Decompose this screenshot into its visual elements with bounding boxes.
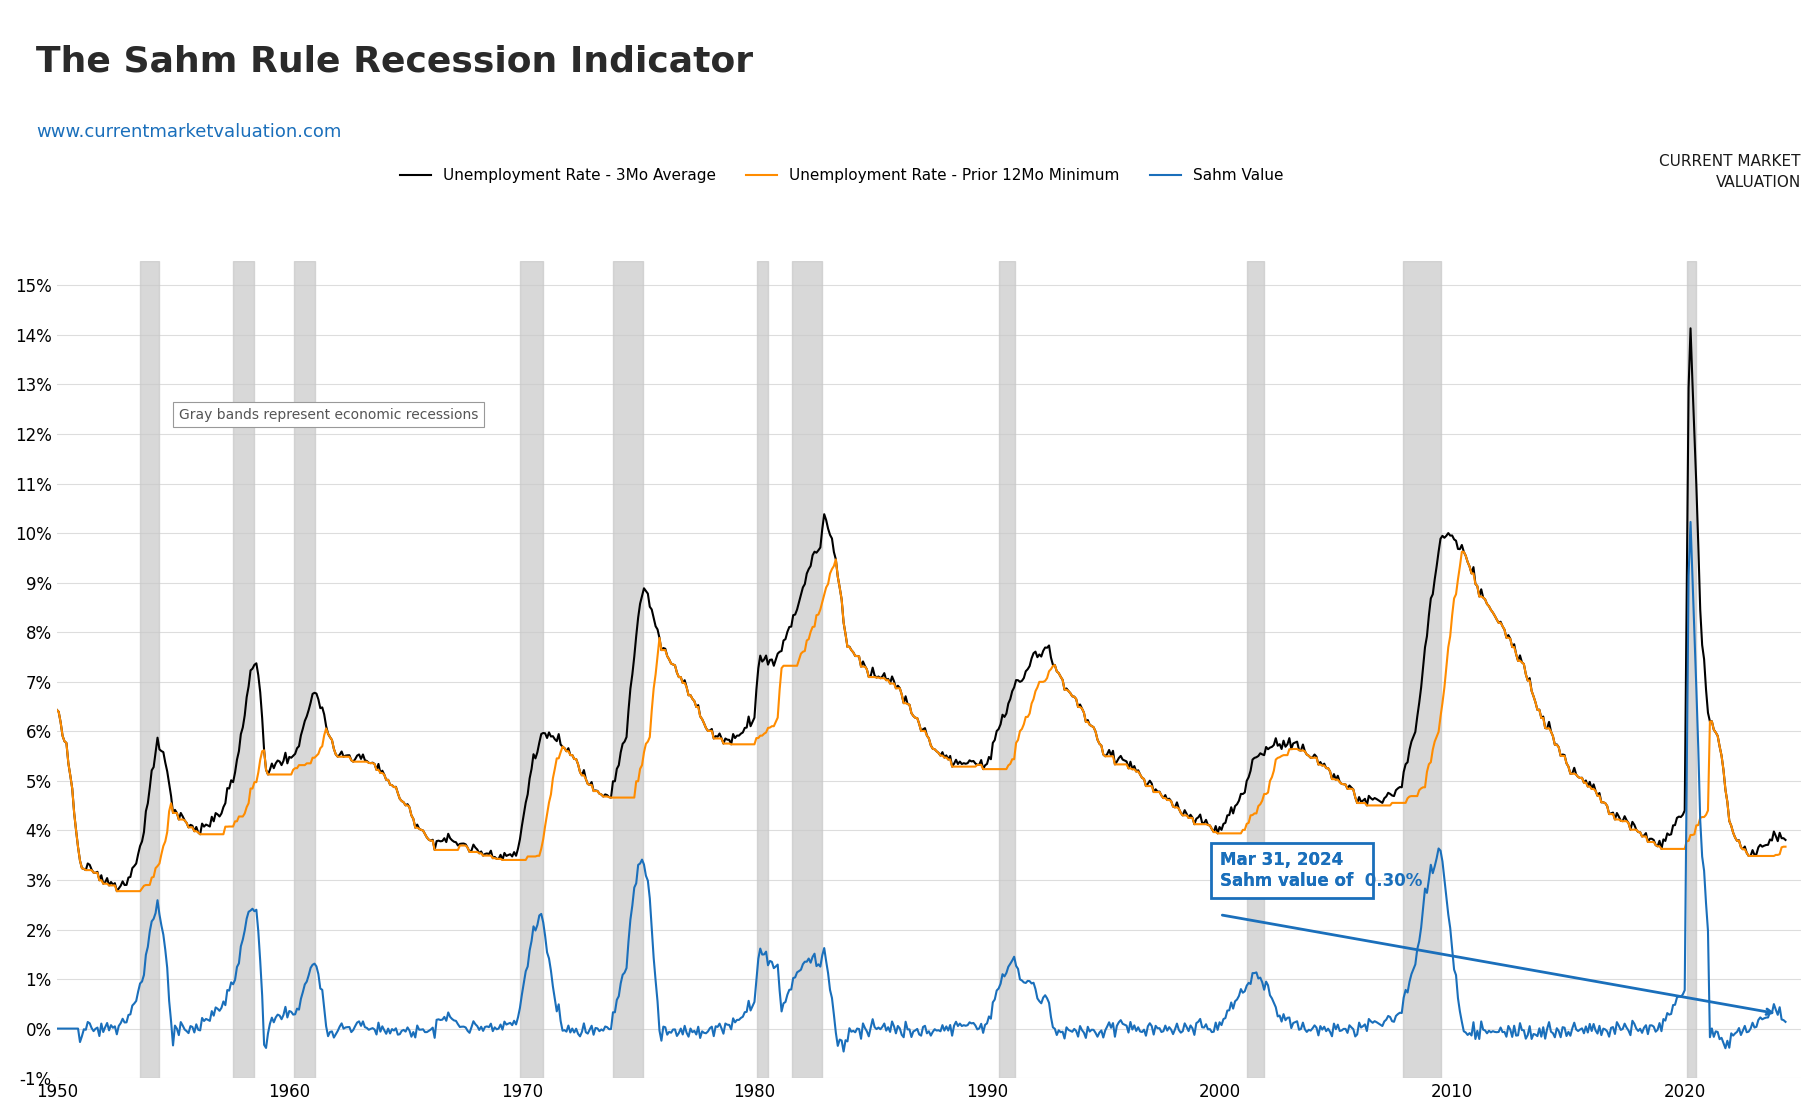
Unemployment Rate - 3Mo Average: [757, 658, 779, 672]
Sahm Value: [463, 1014, 485, 1028]
Unemployment Rate - Prior 12Mo Minimum: [465, 845, 487, 858]
Sahm Value: [1680, 516, 1702, 529]
Text: Mar 31, 2024
Sahm value of  0.30%: Mar 31, 2024 Sahm value of 0.30%: [1220, 852, 1422, 889]
Unemployment Rate - Prior 12Mo Minimum: [1048, 666, 1070, 680]
Line: Sahm Value: Sahm Value: [56, 522, 1785, 1051]
Sahm Value: [45, 1022, 67, 1036]
Bar: [1687, 261, 1696, 1078]
Text: The Sahm Rule Recession Indicator: The Sahm Rule Recession Indicator: [36, 45, 754, 78]
Unemployment Rate - 3Mo Average: [1620, 822, 1642, 836]
Sahm Value: [834, 1045, 855, 1058]
Unemployment Rate - Prior 12Mo Minimum: [757, 721, 779, 734]
Bar: [519, 261, 543, 1078]
Text: www.currentmarketvaluation.com: www.currentmarketvaluation.com: [36, 123, 341, 141]
Bar: [792, 261, 823, 1078]
Unemployment Rate - 3Mo Average: [1048, 666, 1070, 680]
Unemployment Rate - 3Mo Average: [1680, 321, 1702, 335]
Unemployment Rate - Prior 12Mo Minimum: [597, 790, 619, 804]
Unemployment Rate - Prior 12Mo Minimum: [105, 885, 127, 898]
Sahm Value: [596, 1020, 617, 1033]
Text: CURRENT MARKET
VALUATION: CURRENT MARKET VALUATION: [1660, 154, 1801, 191]
Bar: [999, 261, 1015, 1078]
Unemployment Rate - 3Mo Average: [1774, 834, 1796, 847]
Legend: Unemployment Rate - 3Mo Average, Unemployment Rate - Prior 12Mo Minimum, Sahm Va: Unemployment Rate - 3Mo Average, Unemplo…: [394, 162, 1289, 190]
Sahm Value: [1048, 1023, 1070, 1037]
Unemployment Rate - Prior 12Mo Minimum: [1360, 799, 1382, 812]
Bar: [612, 261, 643, 1078]
Line: Unemployment Rate - Prior 12Mo Minimum: Unemployment Rate - Prior 12Mo Minimum: [56, 551, 1785, 892]
Unemployment Rate - 3Mo Average: [465, 840, 487, 854]
Sahm Value: [755, 945, 777, 959]
Bar: [234, 261, 254, 1078]
Sahm Value: [1360, 1014, 1382, 1028]
Text: Gray bands represent economic recessions: Gray bands represent economic recessions: [178, 407, 478, 422]
Unemployment Rate - 3Mo Average: [45, 703, 67, 716]
Bar: [294, 261, 314, 1078]
Line: Unemployment Rate - 3Mo Average: Unemployment Rate - 3Mo Average: [56, 328, 1785, 892]
Unemployment Rate - Prior 12Mo Minimum: [1451, 545, 1473, 558]
Bar: [757, 261, 768, 1078]
Unemployment Rate - 3Mo Average: [1360, 791, 1382, 805]
Bar: [140, 261, 160, 1078]
Text: Mar 31, 2024
Sahm value of: Mar 31, 2024 Sahm value of: [1220, 852, 1364, 889]
Sahm Value: [1774, 1016, 1796, 1029]
Unemployment Rate - Prior 12Mo Minimum: [45, 703, 67, 716]
Unemployment Rate - 3Mo Average: [105, 885, 127, 898]
Bar: [1248, 261, 1264, 1078]
Unemployment Rate - Prior 12Mo Minimum: [1622, 822, 1643, 836]
Bar: [1404, 261, 1440, 1078]
Unemployment Rate - 3Mo Average: [597, 790, 619, 804]
Sahm Value: [1620, 1029, 1642, 1042]
Unemployment Rate - Prior 12Mo Minimum: [1774, 840, 1796, 854]
